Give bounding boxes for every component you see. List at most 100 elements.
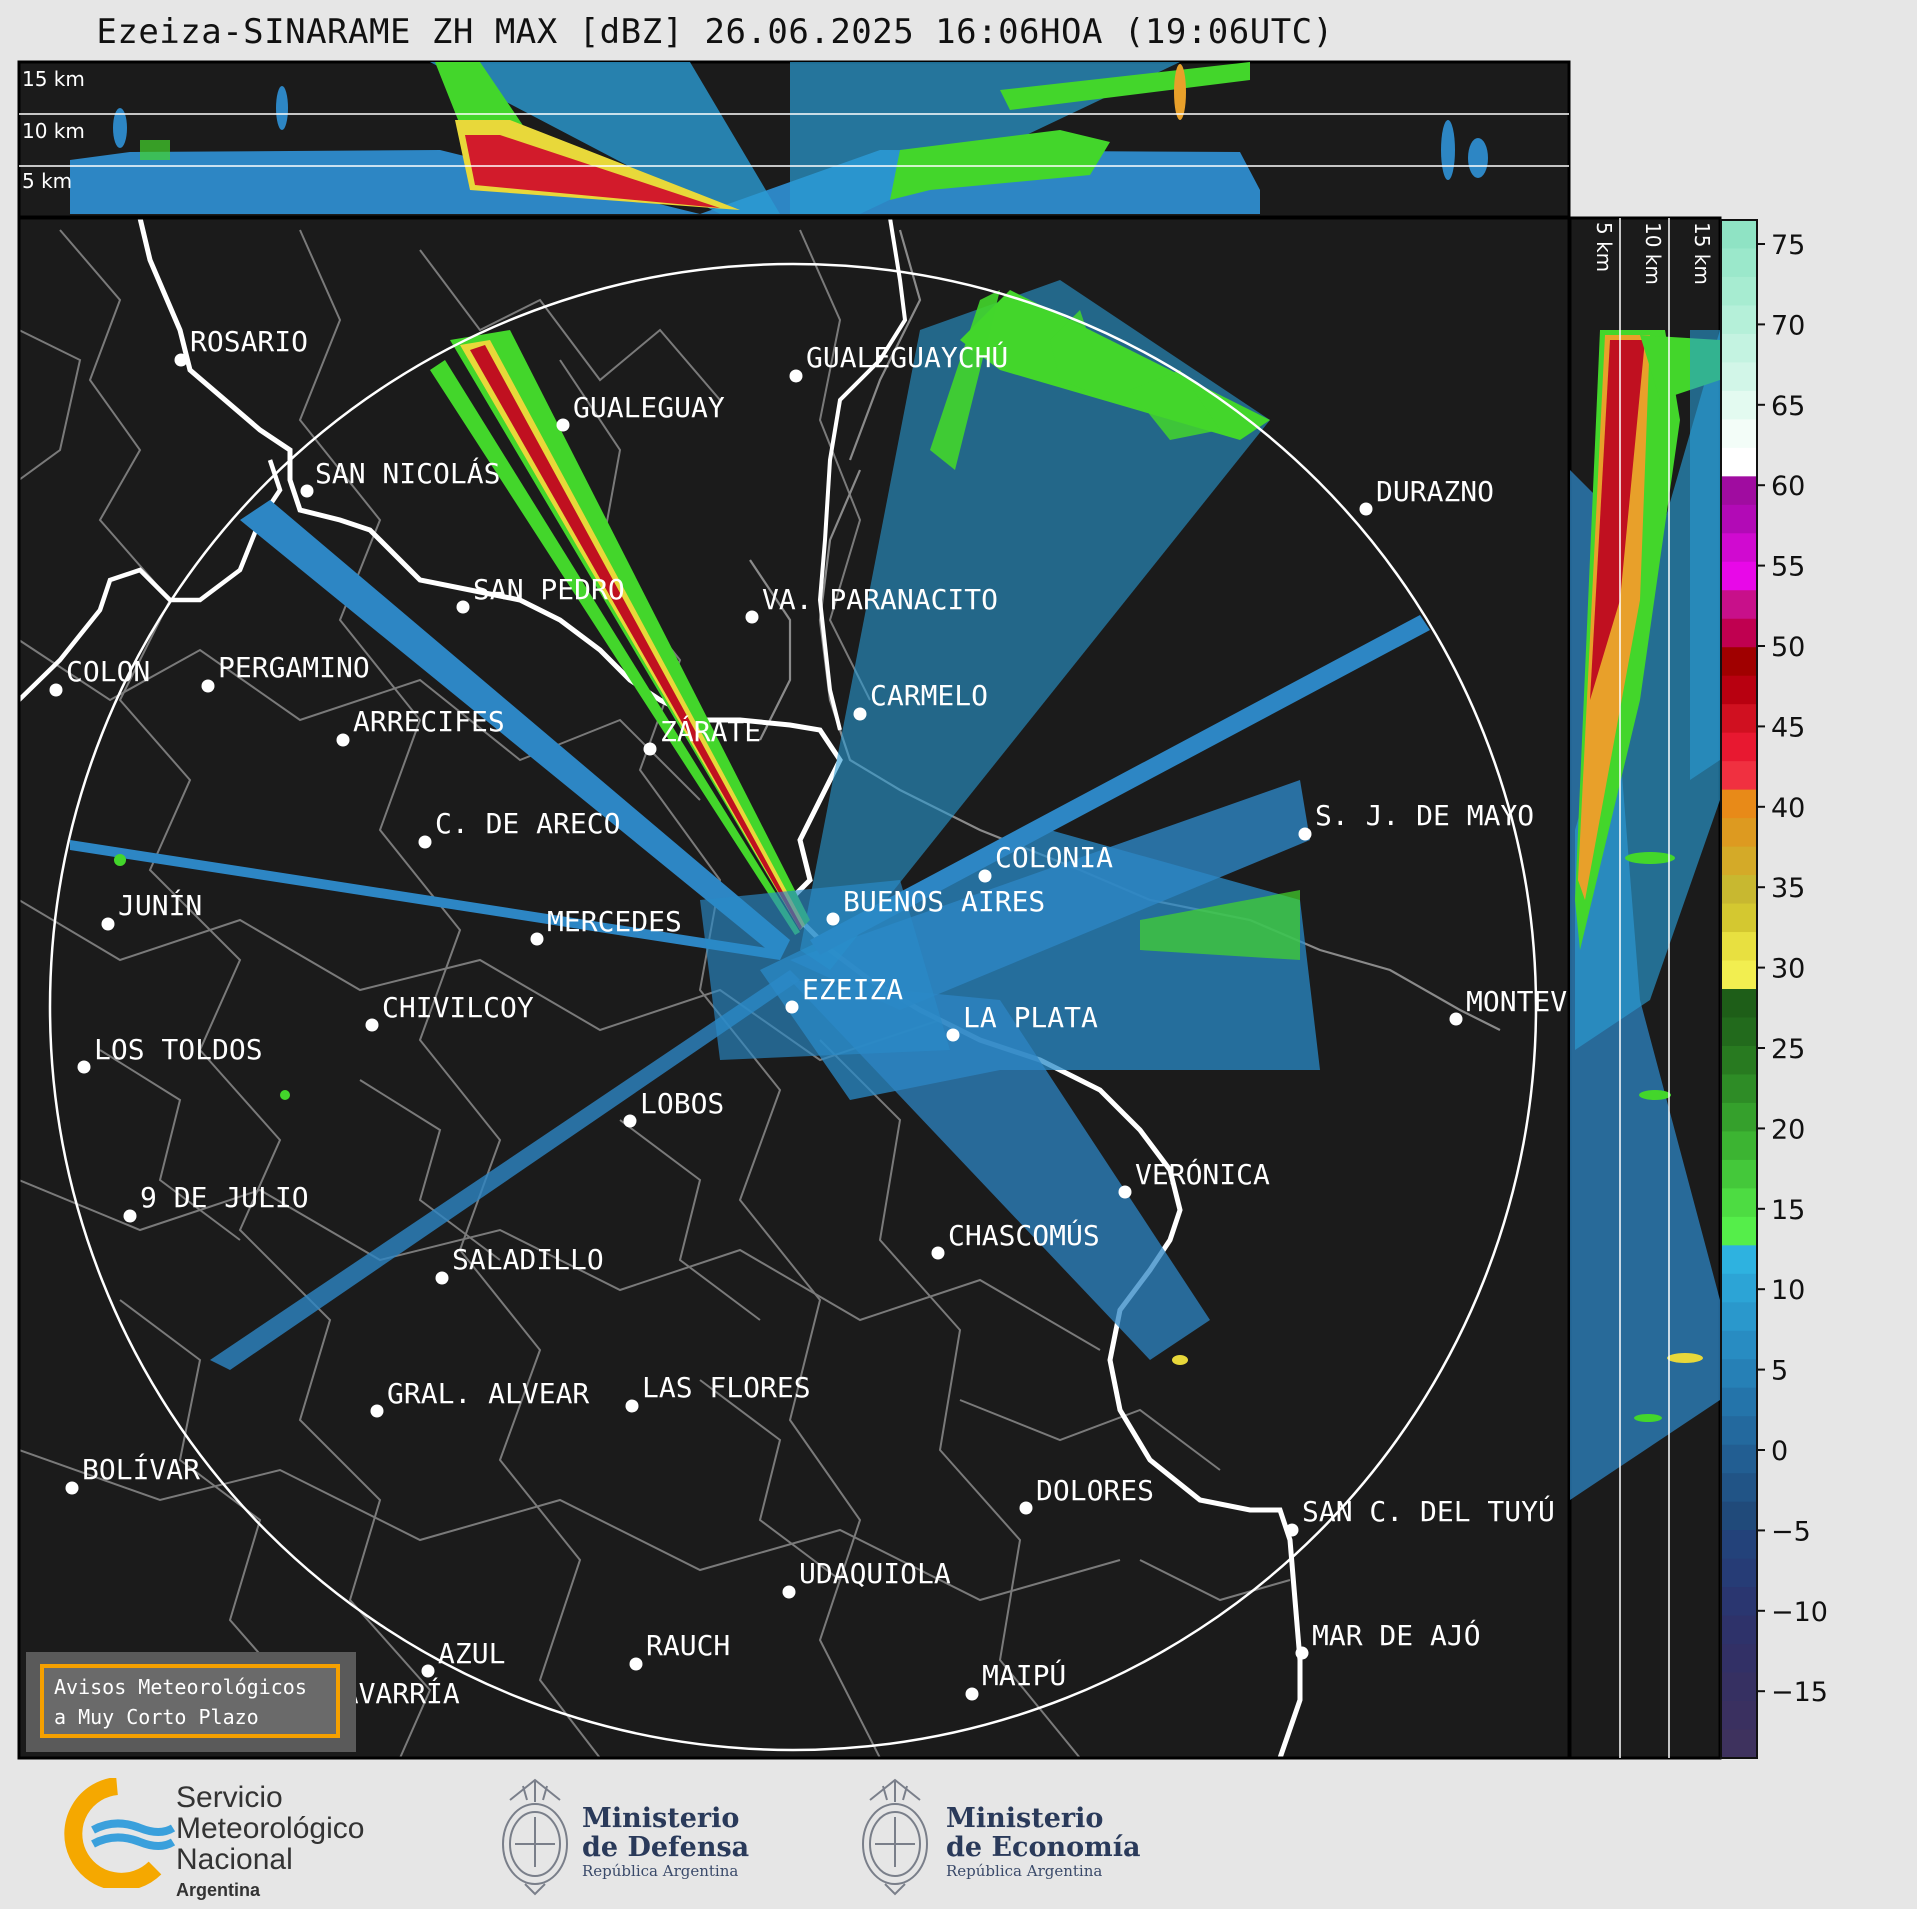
colorbar-band bbox=[1721, 675, 1757, 705]
colorbar-tick-label: 15 bbox=[1771, 1195, 1805, 1226]
city-label: CHIVILCOY bbox=[382, 991, 534, 1024]
colorbar-band bbox=[1721, 1102, 1757, 1133]
city-marker: CHASCOMÚS bbox=[931, 1218, 1100, 1260]
colorbar-band bbox=[1721, 1701, 1757, 1731]
colorbar-tick-label: 10 bbox=[1771, 1275, 1805, 1306]
colorbar-band bbox=[1721, 932, 1757, 962]
colorbar-band bbox=[1721, 305, 1757, 335]
city-marker: SAN NICOLÁS bbox=[300, 456, 500, 498]
colorbar-band bbox=[1721, 248, 1757, 278]
avisos-box: Avisos Meteorológicos a Muy Corto Plazo bbox=[40, 1664, 340, 1738]
economia-line-3: República Argentina bbox=[946, 1862, 1103, 1880]
city-marker: CHIVILCOY bbox=[365, 991, 534, 1032]
city-marker: LOBOS bbox=[623, 1087, 724, 1128]
city-marker: GUALEGUAYCHÚ bbox=[789, 340, 1008, 383]
range-ring bbox=[48, 262, 1538, 1752]
defensa-logo-text: Ministerio de Defensa República Argentin… bbox=[582, 1804, 749, 1880]
city-dot bbox=[1285, 1523, 1299, 1537]
city-dot bbox=[370, 1404, 384, 1418]
city-label: PERGAMINO bbox=[218, 651, 370, 684]
city-label: AZUL bbox=[438, 1637, 505, 1670]
colorbar-tick-label: 40 bbox=[1771, 793, 1805, 824]
colorbar-band bbox=[1721, 1302, 1757, 1332]
city-label: C. DE ARECO bbox=[435, 807, 620, 840]
side-label-10km: 10 km bbox=[1641, 222, 1665, 285]
city-dot bbox=[826, 912, 840, 926]
colorbar-tick-label: 35 bbox=[1771, 873, 1805, 904]
colorbar-band bbox=[1721, 533, 1757, 563]
city-marker: CARMELO bbox=[853, 679, 988, 721]
city-marker: VA. PARANACITO bbox=[745, 583, 998, 624]
city-dot bbox=[785, 1000, 799, 1014]
map-title: Ezeiza-SINARAME ZH MAX [dBZ] 26.06.2025 … bbox=[96, 12, 1334, 52]
colorbar-band bbox=[1721, 1615, 1757, 1645]
city-marker: JUNÍN bbox=[101, 888, 202, 931]
city-label: MAR DE AJÓ bbox=[1312, 1618, 1481, 1652]
city-marker: SAN PEDRO bbox=[456, 573, 625, 614]
city-marker: SAN C. DEL TUYÚ bbox=[1285, 1494, 1555, 1537]
side-label-15km: 15 km bbox=[1690, 222, 1714, 285]
smn-logo bbox=[64, 1778, 176, 1888]
city-marker: MAR DE AJÓ bbox=[1295, 1618, 1481, 1660]
city-dot bbox=[1019, 1501, 1033, 1515]
colorbar-band bbox=[1721, 761, 1757, 791]
colorbar-tick-label: −5 bbox=[1771, 1516, 1811, 1547]
city-label: LAS FLORES bbox=[642, 1371, 811, 1404]
colorbar-band bbox=[1721, 875, 1757, 905]
colorbar-band bbox=[1721, 1359, 1757, 1389]
top-label-10km: 10 km bbox=[22, 119, 85, 143]
economia-logo-text: Ministerio de Economía República Argenti… bbox=[946, 1804, 1140, 1880]
city-label: CHASCOMÚS bbox=[948, 1218, 1100, 1252]
city-label: 9 DE JULIO bbox=[140, 1181, 309, 1214]
city-label: DURAZNO bbox=[1376, 475, 1494, 508]
colorbar-band bbox=[1721, 789, 1757, 819]
colorbar-tick-label: −15 bbox=[1771, 1677, 1828, 1708]
colorbar-band bbox=[1721, 1188, 1757, 1218]
city-label: SAN NICOLÁS bbox=[315, 456, 500, 490]
top-height-panel: 15 km 10 km 5 km bbox=[17, 60, 1571, 219]
colorbar-band bbox=[1721, 476, 1757, 506]
city-dot bbox=[965, 1687, 979, 1701]
city-marker: LOS TOLDOS bbox=[77, 1033, 263, 1074]
city-label: JUNÍN bbox=[118, 888, 202, 922]
colorbar-band bbox=[1721, 504, 1757, 534]
colorbar-tick-label: 25 bbox=[1771, 1034, 1805, 1065]
colorbar-band bbox=[1721, 362, 1757, 392]
colorbar-band bbox=[1721, 333, 1757, 364]
colorbar-band bbox=[1721, 1045, 1757, 1076]
colorbar-band bbox=[1721, 1273, 1757, 1303]
colorbar-band bbox=[1721, 1587, 1757, 1617]
colorbar-band bbox=[1721, 1216, 1757, 1246]
city-dot bbox=[853, 707, 867, 721]
colorbar-tick-label: 20 bbox=[1771, 1114, 1805, 1145]
colorbar-band bbox=[1721, 1159, 1757, 1189]
colorbar-band bbox=[1721, 1245, 1757, 1275]
colorbar-band bbox=[1721, 960, 1757, 990]
city-marker: VERÓNICA bbox=[1118, 1157, 1270, 1199]
city-dot bbox=[1449, 1012, 1463, 1026]
city-dot bbox=[1118, 1185, 1132, 1199]
city-dot bbox=[530, 932, 544, 946]
city-marker: BOLÍVAR bbox=[65, 1452, 200, 1495]
colorbar-band bbox=[1721, 1387, 1757, 1417]
city-marker: EZEIZA bbox=[785, 973, 903, 1014]
argentina-seal-icon bbox=[502, 1778, 568, 1896]
colorbar-band bbox=[1721, 1444, 1757, 1474]
city-label: MAIPÚ bbox=[982, 1658, 1066, 1692]
defensa-line-2: de Defensa bbox=[582, 1832, 750, 1863]
city-label: ZÁRATE bbox=[660, 714, 761, 748]
economia-line-1: Ministerio bbox=[946, 1803, 1104, 1834]
city-dot bbox=[623, 1114, 637, 1128]
colorbar-band bbox=[1721, 561, 1757, 591]
city-dot bbox=[625, 1399, 639, 1413]
city-dot bbox=[336, 733, 350, 747]
city-label: UDAQUIOLA bbox=[799, 1557, 951, 1590]
city-dot bbox=[946, 1028, 960, 1042]
city-label: GUALEGUAYCHÚ bbox=[806, 340, 1008, 374]
city-dot bbox=[101, 917, 115, 931]
colorbar-tick-label: 5 bbox=[1771, 1356, 1788, 1387]
city-label: MONTEV bbox=[1466, 985, 1567, 1018]
city-marker: DOLORES bbox=[1019, 1474, 1154, 1515]
colorbar-band bbox=[1721, 1131, 1757, 1161]
city-label: BUENOS AIRES bbox=[843, 885, 1045, 918]
